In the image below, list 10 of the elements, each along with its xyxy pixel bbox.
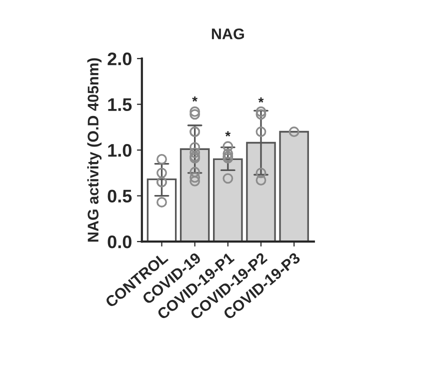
annotation: * <box>192 96 198 102</box>
y-tick-label: 0.5 <box>108 190 132 203</box>
chart-title: NAG <box>212 28 244 40</box>
y-tick-label: 2.0 <box>108 52 132 66</box>
annotation: * <box>225 131 231 136</box>
y-tick-label: 0.0 <box>108 235 132 248</box>
y-axis-title: NAG activity (O.D 405nm) <box>87 58 102 242</box>
y-tick-label: 1.0 <box>108 144 132 157</box>
y-tick-label: 1.5 <box>108 98 132 112</box>
annotation: * <box>258 97 264 103</box>
